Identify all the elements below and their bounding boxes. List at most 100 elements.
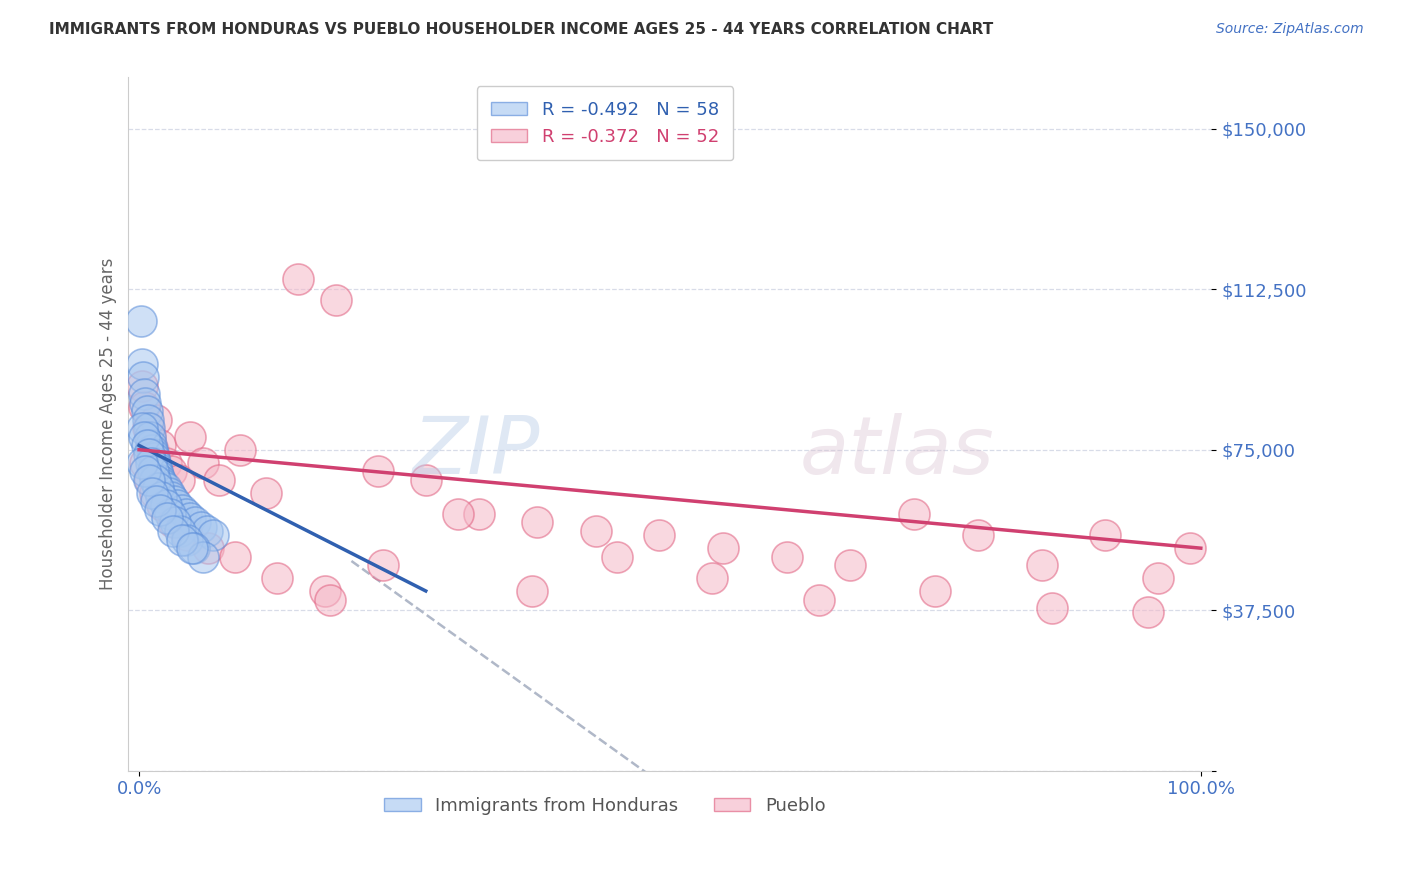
Point: [170, 533, 193, 547]
Point: [468, 507, 491, 521]
Point: [163, 494, 186, 508]
Point: [143, 456, 166, 470]
Point: [131, 456, 153, 470]
Point: [143, 485, 166, 500]
Point: [367, 464, 389, 478]
Point: [807, 592, 830, 607]
Point: [152, 477, 174, 491]
Point: [776, 549, 799, 564]
Point: [150, 490, 173, 504]
Point: [1094, 528, 1116, 542]
Point: [160, 464, 183, 478]
Point: [149, 502, 172, 516]
Point: [138, 421, 160, 435]
Point: [162, 516, 184, 530]
Point: [184, 516, 207, 530]
Point: [155, 499, 177, 513]
Point: [129, 314, 152, 328]
Text: IMMIGRANTS FROM HONDURAS VS PUEBLO HOUSEHOLDER INCOME AGES 25 - 44 YEARS CORRELA: IMMIGRANTS FROM HONDURAS VS PUEBLO HOUSE…: [49, 22, 994, 37]
Point: [520, 584, 543, 599]
Point: [148, 468, 170, 483]
Point: [924, 584, 946, 599]
Point: [256, 485, 278, 500]
Point: [145, 459, 167, 474]
Point: [138, 473, 160, 487]
Point: [138, 430, 160, 444]
Point: [134, 400, 156, 414]
Point: [136, 421, 159, 435]
Point: [197, 541, 219, 556]
Point: [139, 456, 162, 470]
Text: atlas: atlas: [800, 413, 994, 491]
Point: [325, 293, 347, 307]
Point: [160, 490, 183, 504]
Point: [839, 558, 862, 573]
Point: [229, 442, 252, 457]
Text: ZIP: ZIP: [412, 413, 540, 491]
Point: [138, 430, 160, 444]
Point: [314, 584, 336, 599]
Point: [143, 473, 166, 487]
Point: [446, 507, 468, 521]
Point: [162, 524, 184, 538]
Point: [136, 413, 159, 427]
Point: [179, 430, 201, 444]
Point: [159, 507, 181, 521]
Point: [134, 387, 156, 401]
Point: [134, 395, 156, 409]
Point: [139, 438, 162, 452]
Point: [266, 571, 288, 585]
Point: [132, 370, 155, 384]
Point: [373, 558, 395, 573]
Point: [145, 494, 167, 508]
Point: [190, 520, 212, 534]
Point: [224, 549, 246, 564]
Point: [148, 481, 170, 495]
Point: [155, 456, 177, 470]
Point: [606, 549, 628, 564]
Point: [191, 456, 214, 470]
Point: [1147, 571, 1170, 585]
Point: [1180, 541, 1202, 556]
Point: [142, 464, 165, 478]
Point: [176, 533, 198, 547]
Point: [1040, 601, 1063, 615]
Legend: Immigrants from Honduras, Pueblo: Immigrants from Honduras, Pueblo: [375, 788, 835, 824]
Point: [134, 456, 156, 470]
Point: [183, 541, 205, 556]
Point: [165, 516, 187, 530]
Point: [141, 442, 163, 457]
Point: [148, 473, 170, 487]
Point: [131, 357, 153, 371]
Point: [134, 464, 156, 478]
Point: [131, 378, 153, 392]
Point: [142, 442, 165, 457]
Point: [134, 430, 156, 444]
Point: [135, 438, 157, 452]
Point: [149, 438, 172, 452]
Point: [903, 507, 925, 521]
Point: [169, 473, 191, 487]
Point: [179, 511, 201, 525]
Point: [146, 464, 169, 478]
Point: [711, 541, 734, 556]
Point: [526, 516, 548, 530]
Point: [202, 528, 225, 542]
Point: [1136, 605, 1159, 619]
Point: [138, 473, 160, 487]
Point: [415, 473, 437, 487]
Point: [142, 447, 165, 461]
Point: [152, 499, 174, 513]
Text: Source: ZipAtlas.com: Source: ZipAtlas.com: [1216, 22, 1364, 37]
Point: [149, 473, 172, 487]
Point: [195, 524, 218, 538]
Point: [145, 413, 167, 427]
Point: [702, 571, 724, 585]
Point: [208, 473, 231, 487]
Point: [155, 481, 177, 495]
Point: [1031, 558, 1053, 573]
Point: [142, 451, 165, 466]
Point: [191, 549, 214, 564]
Y-axis label: Householder Income Ages 25 - 44 years: Householder Income Ages 25 - 44 years: [100, 258, 117, 591]
Point: [176, 528, 198, 542]
